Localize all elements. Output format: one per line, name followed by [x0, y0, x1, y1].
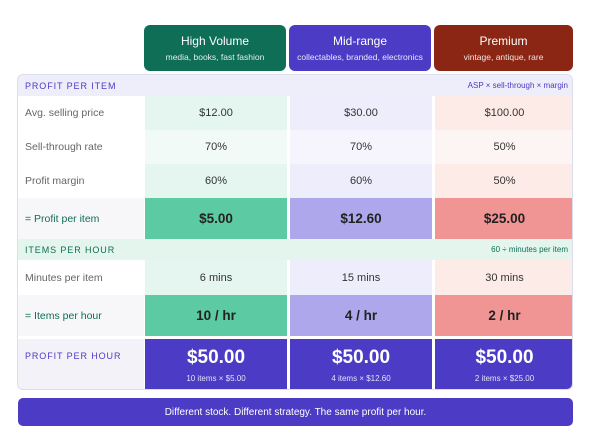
column-title: High Volume: [180, 34, 250, 48]
section-formula: 60 ÷ minutes per item: [491, 245, 568, 254]
table-cell: $100.00: [435, 96, 572, 130]
column-subtitle: media, books, fast fashion: [165, 52, 265, 62]
total-cell: $25.00: [435, 198, 572, 239]
table-cell: $12.00: [145, 96, 287, 130]
table-cell: 60%: [145, 164, 287, 198]
column-subtitle: collectables, branded, electronics: [297, 52, 423, 62]
row-label: PROFIT PER HOUR: [18, 339, 144, 389]
table-row-margin: Profit margin 60% 60% 50%: [18, 164, 572, 198]
row-label: Avg. selling price: [25, 107, 105, 119]
table-cell: 50%: [435, 164, 572, 198]
table-row-profit-per-item: = Profit per item $5.00 $12.60 $25.00: [18, 198, 572, 239]
total-cell: 4 / hr: [290, 295, 432, 336]
section-formula: ASP × sell-through × margin: [467, 81, 568, 90]
table-cell: 70%: [145, 130, 287, 164]
column-subtitle: vintage, antique, rare: [463, 52, 544, 62]
row-label: = Profit per item: [18, 198, 144, 239]
row-label: = Items per hour: [18, 295, 144, 336]
comparison-table: PROFIT PER ITEM ASP × sell-through × mar…: [17, 74, 573, 390]
profit-amount: $50.00: [331, 347, 391, 368]
total-cell: $12.60: [290, 198, 432, 239]
row-label: Minutes per item: [25, 271, 103, 284]
row-label: Sell-through rate: [25, 141, 103, 153]
profit-calculation: 4 items × $12.60: [331, 374, 391, 383]
profit-per-hour-cell: $50.00 2 items × $25.00: [435, 339, 572, 389]
table-row-profit-per-hour: PROFIT PER HOUR $50.00 10 items × $5.00 …: [18, 339, 572, 389]
total-cell: 10 / hr: [145, 295, 287, 336]
section-title: ITEMS PER HOUR: [25, 245, 116, 255]
table-cell: 60%: [290, 164, 432, 198]
column-header-premium: Premium vintage, antique, rare: [434, 25, 573, 71]
table-cell: 15 mins: [290, 260, 432, 295]
total-cell: $5.00: [145, 198, 287, 239]
column-title: Premium: [479, 34, 528, 48]
table-cell: 30 mins: [435, 260, 572, 295]
column-title: Mid-range: [332, 34, 388, 48]
section-header-items-per-hour: ITEMS PER HOUR 60 ÷ minutes per item: [18, 239, 572, 260]
profit-per-hour-cell: $50.00 4 items × $12.60: [290, 339, 432, 389]
profit-amount: $50.00: [475, 347, 534, 368]
profit-calculation: 2 items × $25.00: [474, 374, 535, 383]
table-row-sell-through: Sell-through rate 70% 70% 50%: [18, 130, 572, 164]
section-header-profit-per-item: PROFIT PER ITEM ASP × sell-through × mar…: [18, 75, 572, 96]
profit-per-hour-cell: $50.00 10 items × $5.00: [145, 339, 287, 389]
summary-banner: Different stock. Different strategy. The…: [18, 398, 573, 426]
profit-amount: $50.00: [186, 347, 246, 368]
table-cell: 70%: [290, 130, 432, 164]
table-row-minutes: Minutes per item 6 mins 15 mins 30 mins: [18, 260, 572, 295]
section-title: PROFIT PER ITEM: [25, 81, 117, 91]
column-header-mid-range: Mid-range collectables, branded, electro…: [289, 25, 431, 71]
row-label: Profit margin: [25, 175, 85, 187]
table-row-asp: Avg. selling price $12.00 $30.00 $100.00: [18, 96, 572, 130]
total-cell: 2 / hr: [435, 295, 572, 336]
table-cell: 6 mins: [145, 260, 287, 295]
table-cell: $30.00: [290, 96, 432, 130]
table-row-items-per-hour: = Items per hour 10 / hr 4 / hr 2 / hr: [18, 295, 572, 336]
column-header-high-volume: High Volume media, books, fast fashion: [144, 25, 286, 71]
profit-calculation: 10 items × $5.00: [186, 374, 246, 383]
table-cell: 50%: [435, 130, 572, 164]
